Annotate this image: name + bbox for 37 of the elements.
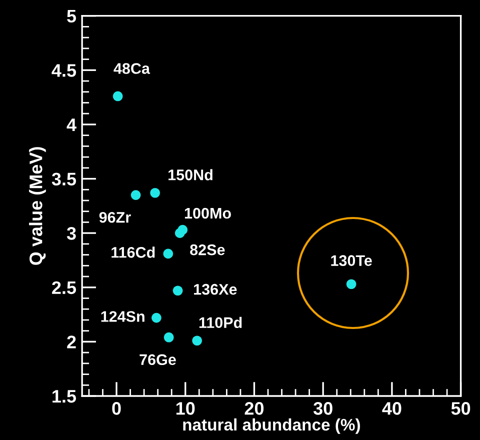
point [174, 228, 185, 238]
x-tick-label: 10 [176, 402, 195, 415]
annotation: 48Ca [114, 63, 150, 74]
annotation: 150Nd [168, 169, 212, 180]
point [163, 248, 174, 259]
x-tick-label: 40 [382, 402, 402, 415]
y-tick-label: 1.5 [52, 390, 76, 403]
y-axis-title: Q value (MeV) [29, 147, 46, 265]
point [192, 336, 202, 346]
annotation: 100Mo [184, 208, 231, 219]
point [150, 188, 160, 198]
x-tick-label: 20 [244, 402, 264, 415]
x-tick-label: 0 [112, 402, 121, 415]
annotation: 110Pd [199, 316, 242, 328]
y-tick-label: 3.5 [52, 172, 76, 186]
y-tick-label: 2.5 [52, 281, 76, 294]
y-tick-label: 2 [67, 336, 76, 348]
y-tick-label: 5 [67, 10, 76, 23]
point [152, 312, 162, 323]
x-tick-label: 50 [451, 402, 470, 415]
point [346, 279, 356, 290]
annotation: 116Cd [112, 246, 155, 258]
point [164, 332, 174, 342]
annotation: 96Zr [99, 212, 131, 223]
x-tick-label: 30 [313, 402, 332, 415]
annotation: 136Xe [194, 284, 237, 295]
annotation: 124Sn [101, 311, 144, 322]
x-axis-title: natural abundance (%) [183, 418, 360, 434]
annotation: 76Ge [140, 354, 176, 366]
point [130, 190, 141, 200]
y-tick-label: 4 [66, 118, 76, 131]
y-tick-label: 3 [66, 227, 76, 240]
point [172, 286, 183, 296]
annotation: 130Te [331, 255, 372, 266]
annotation: 82Se [190, 244, 225, 256]
point [112, 91, 123, 102]
y-tick-label: 4.5 [52, 64, 76, 77]
